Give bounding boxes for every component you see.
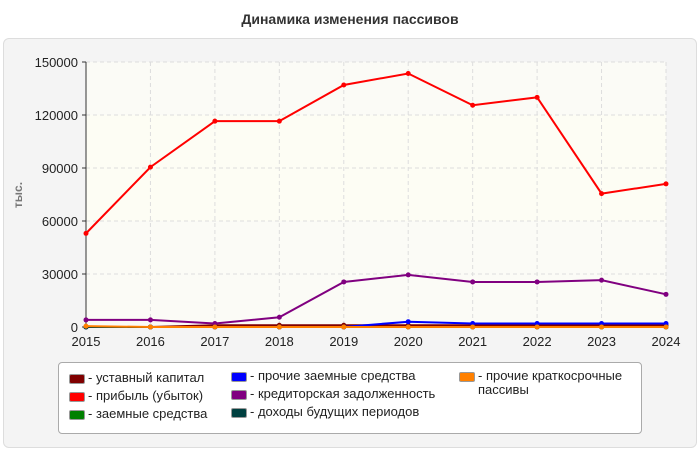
x-tick-label: 2024: [652, 334, 681, 349]
data-point: [470, 279, 476, 285]
data-point: [212, 320, 218, 326]
x-tick-label: 2016: [136, 334, 165, 349]
legend-swatch: [459, 372, 475, 382]
y-tick-label: 60000: [42, 214, 78, 229]
data-point: [534, 320, 540, 326]
legend-label: - кредиторская задолженность: [250, 386, 436, 401]
data-point: [470, 102, 476, 108]
y-tick-label: 120000: [35, 108, 78, 123]
y-axis-label: тыс.: [11, 182, 25, 208]
legend-item: - заемные средства: [69, 407, 207, 421]
series-1: [83, 70, 669, 236]
data-point: [147, 324, 153, 330]
legend-swatch: [69, 392, 85, 402]
series-line: [86, 273, 667, 325]
series-4: [83, 272, 669, 326]
data-point: [663, 181, 669, 187]
data-point: [83, 323, 89, 329]
legend-item: - прибыль (убыток): [69, 389, 203, 403]
legend-label: - уставный капитал: [88, 370, 205, 385]
legend: - уставный капитал - прибыль (убыток) - за…: [58, 362, 642, 434]
data-point: [341, 324, 347, 330]
x-tick-label: 2023: [587, 334, 616, 349]
x-tick-label: 2017: [200, 334, 229, 349]
data-point: [341, 82, 347, 88]
y-tick-label: 150000: [35, 55, 78, 70]
data-point: [599, 277, 605, 283]
data-point: [599, 320, 605, 326]
x-tick-label: 2020: [394, 334, 423, 349]
y-tick-label: 30000: [42, 267, 78, 282]
data-point: [276, 324, 282, 330]
data-point: [83, 230, 89, 236]
series-6: [83, 323, 669, 330]
data-point: [663, 320, 669, 326]
legend-label: - доходы будущих периодов: [250, 404, 420, 419]
x-tick-label: 2015: [72, 334, 101, 349]
data-point: [599, 191, 605, 197]
data-point: [534, 279, 540, 285]
data-point: [405, 272, 411, 278]
legend-label: - прочие заемные средства: [250, 368, 416, 383]
y-tick-label: 0: [71, 320, 78, 335]
data-point: [147, 317, 153, 323]
y-tick-label: 90000: [42, 161, 78, 176]
data-point: [470, 320, 476, 326]
data-point: [276, 118, 282, 124]
legend-item: - прочие заемные средства: [231, 369, 415, 383]
legend-swatch: [69, 410, 85, 420]
series-line: [85, 72, 667, 235]
legend-item: - кредиторская задолженность: [231, 387, 435, 401]
data-point: [341, 279, 347, 285]
legend-item: - доходы будущих периодов: [231, 405, 419, 419]
data-point: [276, 314, 282, 320]
data-point: [534, 324, 540, 330]
data-point: [212, 324, 218, 330]
legend-label: - заемные средства: [88, 406, 208, 421]
data-point: [663, 291, 669, 297]
legend-swatch: [231, 408, 247, 418]
data-point: [405, 319, 411, 325]
legend-label: - прочие краткосрочные пассивы: [478, 368, 623, 397]
x-tick-label: 2019: [329, 334, 358, 349]
data-point: [405, 324, 411, 330]
data-point: [212, 118, 218, 124]
series-line: [85, 325, 666, 328]
data-point: [470, 324, 476, 330]
legend-item: - прочие краткосрочные пассивы: [459, 369, 629, 397]
legend-label: - прибыль (убыток): [88, 388, 204, 403]
data-point: [534, 94, 540, 100]
legend-swatch: [231, 390, 247, 400]
legend-swatch: [69, 374, 85, 384]
data-point: [599, 324, 605, 330]
legend-item: - уставный капитал: [69, 371, 204, 385]
data-point: [405, 70, 411, 76]
data-point: [147, 164, 153, 170]
data-point: [83, 317, 89, 323]
data-point: [663, 324, 669, 330]
x-tick-label: 2021: [458, 334, 487, 349]
x-tick-label: 2018: [265, 334, 294, 349]
x-tick-label: 2022: [523, 334, 552, 349]
chart-title: Динамика изменения пассивов: [241, 11, 459, 27]
legend-swatch: [231, 372, 247, 382]
